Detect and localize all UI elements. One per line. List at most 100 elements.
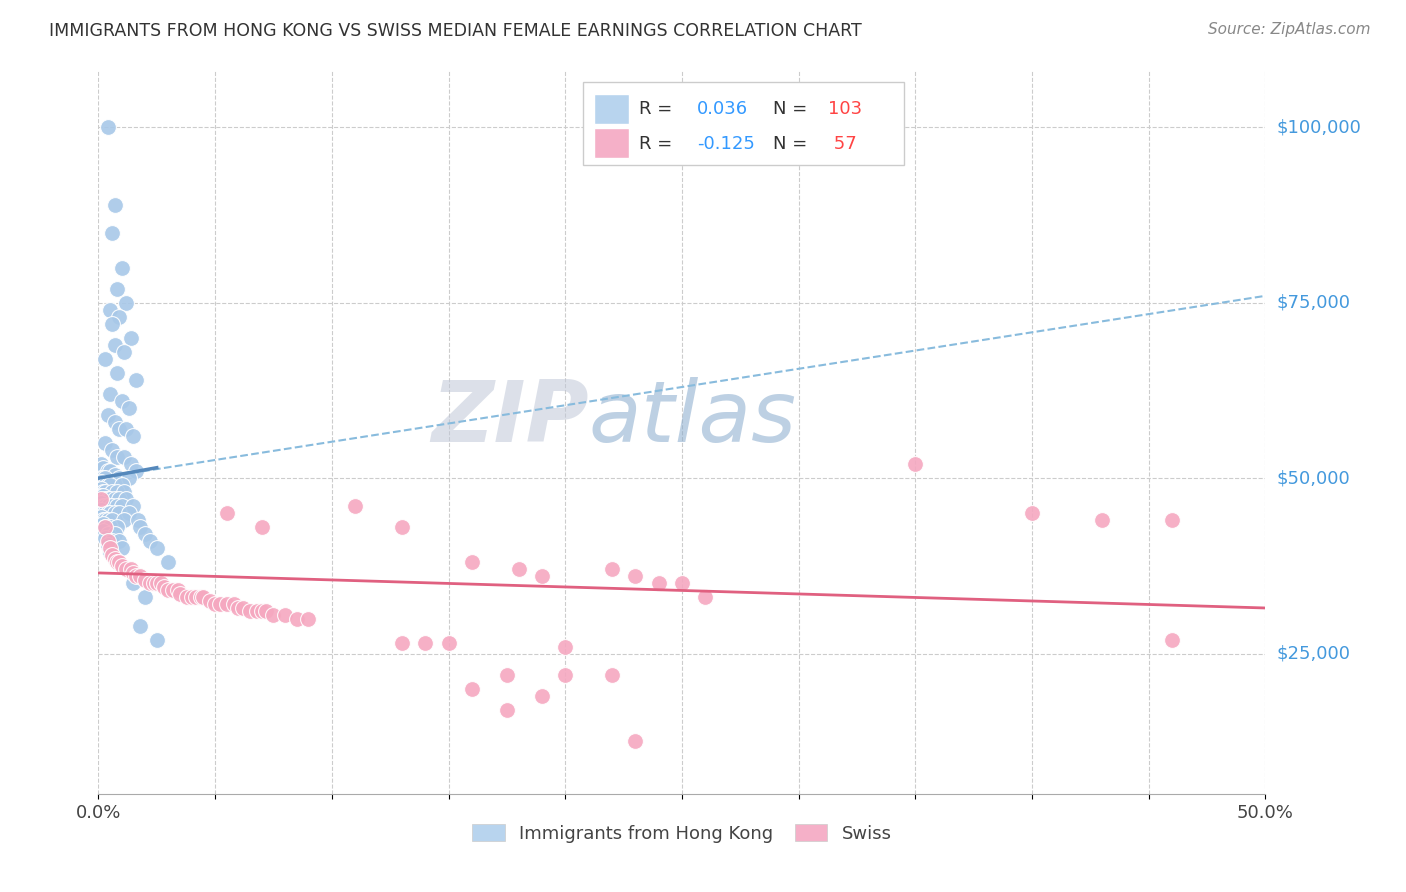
Point [186,591,208,605]
Point [215,506,238,520]
Point [274,607,297,622]
Point [129,618,152,632]
Point [98,506,121,520]
Point [127,513,149,527]
Text: 103: 103 [828,100,862,118]
Point [413,636,436,650]
FancyBboxPatch shape [595,128,630,158]
Point [169,587,191,601]
Point [146,576,169,591]
Point [105,282,128,296]
Point [104,492,127,507]
Text: atlas: atlas [589,376,797,459]
Point [112,345,135,359]
Point [91,524,114,538]
Point [90,492,112,507]
Point [256,605,278,619]
Point [118,401,141,415]
Point [108,422,131,436]
Point [143,576,166,591]
Point [108,471,131,485]
Point [600,667,623,681]
Point [530,689,553,703]
Point [239,605,262,619]
Point [94,471,117,485]
Point [115,562,138,576]
Legend: Immigrants from Hong Kong, Swiss: Immigrants from Hong Kong, Swiss [465,817,898,850]
Point [193,591,215,605]
Point [496,703,519,717]
Point [200,594,222,608]
Point [104,527,127,541]
Point [112,450,135,465]
Point [105,555,128,569]
Point [228,601,250,615]
Point [139,534,162,549]
Point [101,534,124,549]
Point [108,310,131,324]
Point [554,667,576,681]
Point [391,636,413,650]
Point [152,580,174,594]
Point [600,562,623,576]
Point [91,506,114,520]
Point [98,541,121,556]
Point [1161,632,1184,647]
Point [97,492,120,507]
Point [146,632,169,647]
Point [98,545,121,559]
Point [97,500,120,514]
Point [97,478,120,492]
Point [496,667,519,681]
Point [250,520,273,534]
Point [97,534,120,549]
Point [91,500,114,514]
Point [246,605,269,619]
Point [101,485,124,500]
Point [285,611,308,625]
Point [90,509,112,524]
Point [122,500,145,514]
Point [695,591,717,605]
Point [91,471,114,485]
Point [129,569,152,583]
Point [391,520,413,534]
Point [104,197,127,211]
Point [97,506,120,520]
Point [162,583,184,598]
Point [176,591,198,605]
Point [104,506,127,520]
Text: -0.125: -0.125 [697,135,755,153]
Point [111,260,134,275]
Point [90,496,112,510]
Point [111,541,134,556]
Point [98,464,121,478]
Point [104,467,127,482]
Point [115,492,138,507]
Point [94,351,117,366]
Point [108,506,131,520]
Point [91,513,114,527]
Point [104,415,127,429]
Point [112,485,135,500]
Point [122,566,145,580]
Point [94,478,117,492]
Point [120,562,142,576]
Point [104,338,127,352]
Point [91,460,114,475]
Point [101,500,124,514]
Point [105,485,128,500]
Point [112,513,135,527]
Point [111,558,134,573]
Point [101,317,124,331]
Point [98,520,121,534]
Text: N =: N = [773,100,813,118]
Text: 57: 57 [828,135,856,153]
Text: R =: R = [638,135,678,153]
FancyBboxPatch shape [582,82,904,165]
Point [125,569,148,583]
Point [108,555,131,569]
Point [1091,513,1114,527]
Point [262,607,284,622]
Point [90,489,112,503]
